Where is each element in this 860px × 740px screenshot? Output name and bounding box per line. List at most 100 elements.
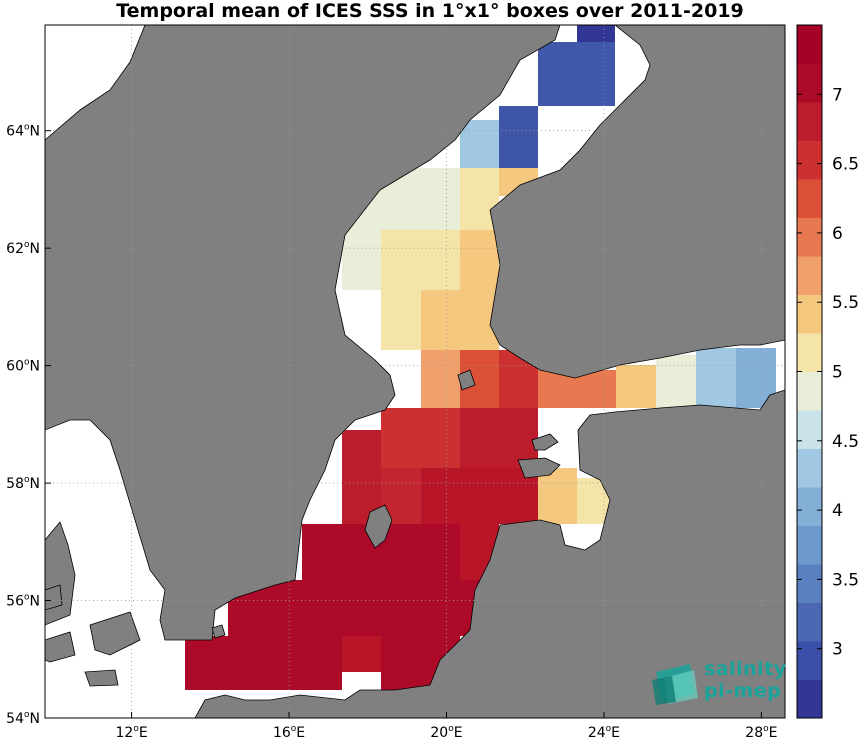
map-border — [44, 24, 786, 719]
colorbar-segment — [797, 525, 822, 565]
colorbar-segment — [797, 294, 822, 334]
cell — [656, 355, 696, 408]
x-tick-label: 20oE — [430, 724, 462, 740]
cell — [381, 408, 460, 468]
land-gotland — [364, 504, 393, 549]
y-tick-hemi: N — [30, 594, 40, 610]
cell — [577, 25, 615, 42]
cell — [538, 42, 615, 106]
land-masses — [45, 25, 785, 718]
y-tick-hemi: N — [30, 241, 40, 257]
x-tick-deg: 28 — [745, 725, 763, 740]
x-tick-degree-sign: o — [133, 724, 139, 734]
cell — [538, 468, 577, 524]
x-tick-label: 16oE — [273, 724, 305, 740]
cell — [342, 430, 381, 468]
y-tick-degree-sign: o — [24, 123, 30, 133]
cell — [228, 580, 490, 636]
colorbar-segment — [797, 333, 822, 372]
colorbar-tick-label: 5 — [832, 363, 843, 383]
y-tick-hemi: N — [30, 711, 40, 727]
cell — [616, 365, 656, 408]
y-tick-deg: 62 — [6, 241, 24, 257]
colorbar: 3 3.5 4 4.5 5 5.5 6 6.5 7 — [796, 24, 859, 719]
land-lolland — [84, 669, 119, 687]
colorbar-segment — [797, 641, 822, 680]
colorbar-segment — [797, 217, 822, 257]
y-tick-label: 54oN — [6, 710, 40, 727]
colorbar-segment — [797, 410, 822, 449]
x-tick-degree-sign: o — [448, 724, 454, 734]
cell — [460, 408, 538, 468]
colorbar-segment — [797, 25, 822, 64]
land-zealand — [89, 611, 141, 656]
colorbar-tick-label: 7 — [832, 85, 843, 105]
colorbar-tick-label: 4 — [832, 501, 843, 521]
land-baltic-states — [194, 389, 785, 718]
y-tick-degree-sign: o — [24, 710, 30, 720]
logo-line1: salinity — [704, 658, 787, 680]
land-funen — [45, 631, 76, 663]
y-tick-label: 64oN — [6, 123, 40, 140]
colorbar-segment — [797, 63, 822, 103]
colorbar-tick-label: 5.5 — [832, 293, 859, 313]
land-hiiumaa — [531, 433, 559, 451]
y-tick-degree-sign: o — [24, 358, 30, 368]
x-tick-degree-sign: o — [763, 724, 769, 734]
colorbar-tick-label: 3 — [832, 640, 843, 660]
logo-line2: pi-mep — [704, 680, 782, 702]
y-tick-deg: 56 — [6, 594, 24, 610]
cell — [499, 106, 538, 168]
colorbar-tick-label: 6.5 — [832, 155, 859, 175]
colorbar-segment — [797, 256, 822, 295]
colorbar-segment — [797, 679, 822, 719]
salinity-cells — [185, 25, 776, 690]
land-finland — [489, 25, 785, 379]
colorbar-segment — [797, 140, 822, 180]
map-title: Temporal mean of ICES SSS in 1°x1° boxes… — [116, 0, 744, 22]
colorbar-segment — [797, 102, 822, 141]
y-tick-hemi: N — [30, 476, 40, 492]
y-tick-label: 56oN — [6, 593, 40, 610]
colorbar-segment — [797, 179, 822, 218]
x-tick-label: 24oE — [588, 724, 620, 740]
cell — [185, 636, 342, 690]
graticule — [45, 25, 785, 718]
cell — [460, 230, 499, 290]
y-tick-deg: 64 — [6, 124, 24, 140]
cell — [421, 350, 460, 408]
x-tick-degree-sign: o — [606, 724, 612, 734]
colorbar-segment — [797, 448, 822, 488]
x-tick-hemi: E — [454, 725, 463, 740]
y-tick-hemi: N — [30, 124, 40, 140]
y-tick-degree-sign: o — [24, 475, 30, 485]
land-bornholm — [211, 624, 226, 639]
colorbar-tick-label: 6 — [832, 224, 843, 244]
salinity-pimep-logo: salinity pi-mep — [650, 656, 790, 706]
x-tick-deg: 24 — [588, 725, 606, 740]
cell — [381, 230, 460, 290]
colorbar-segment — [797, 487, 822, 526]
y-tick-deg: 58 — [6, 476, 24, 492]
x-tick-label: 28oE — [745, 724, 777, 740]
x-tick-deg: 12 — [115, 725, 133, 740]
land-south-jutland — [45, 584, 63, 611]
colorbar-segment — [797, 371, 822, 411]
x-tick-degree-sign: o — [291, 724, 297, 734]
x-tick-deg: 20 — [430, 725, 448, 740]
y-tick-degree-sign: o — [24, 593, 30, 603]
cell — [342, 230, 381, 290]
land-saaremaa — [517, 457, 561, 479]
colorbar-tick-label: 4.5 — [832, 432, 859, 452]
cell — [342, 636, 381, 672]
y-tick-label: 58oN — [6, 475, 40, 492]
colorbar-tick-label: 3.5 — [832, 570, 859, 590]
cell — [421, 290, 499, 350]
axis-ticks: 12oE 16oE 20oE 24oE 28oE54oN56oN58oN60oN62oN… — [6, 123, 777, 740]
x-tick-hemi: E — [769, 725, 778, 740]
cell — [460, 120, 499, 168]
y-tick-label: 60oN — [6, 358, 40, 375]
y-tick-label: 62oN — [6, 240, 40, 257]
x-tick-label: 12oE — [115, 724, 147, 740]
